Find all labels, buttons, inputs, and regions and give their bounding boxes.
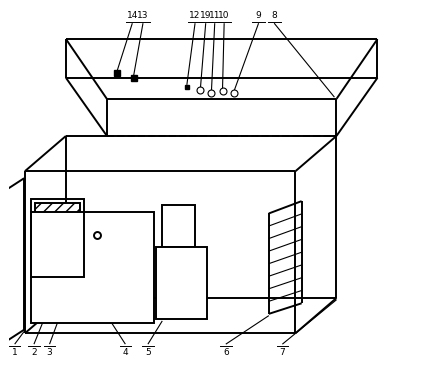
Bar: [162, 205, 195, 247]
Text: 12: 12: [189, 11, 200, 20]
Text: 10: 10: [218, 11, 229, 20]
Text: 14: 14: [127, 11, 138, 20]
Bar: [31, 212, 154, 323]
Text: 7: 7: [279, 348, 285, 357]
Bar: [31, 199, 84, 277]
Text: 3: 3: [46, 348, 52, 357]
Text: 4: 4: [122, 348, 128, 357]
Text: 9: 9: [255, 11, 261, 20]
Text: 13: 13: [137, 11, 148, 20]
Text: 8: 8: [271, 11, 276, 20]
Text: 11: 11: [208, 11, 220, 20]
Text: 1: 1: [12, 348, 17, 357]
Text: 5: 5: [145, 348, 150, 357]
Text: 19: 19: [199, 11, 211, 20]
Bar: [35, 203, 80, 298]
Text: 2: 2: [31, 348, 37, 357]
Text: 6: 6: [222, 348, 228, 357]
Bar: [156, 247, 207, 319]
